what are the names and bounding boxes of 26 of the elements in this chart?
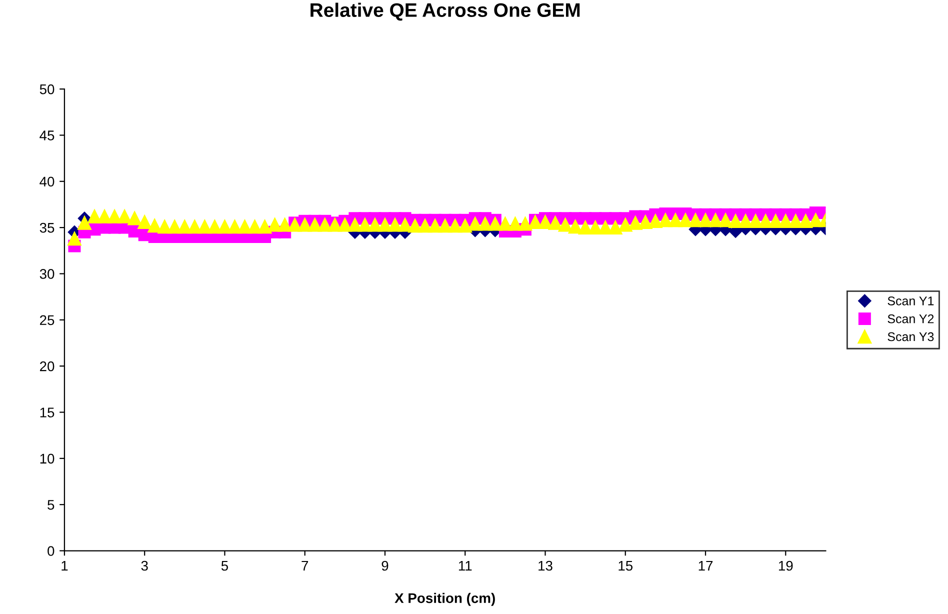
x-tick-label: 9: [382, 560, 388, 571]
legend-label: Scan Y1: [888, 296, 934, 306]
x-tick-label: 19: [778, 560, 793, 571]
x-tick-label: 17: [698, 560, 713, 571]
x-tick-label: 15: [618, 560, 633, 571]
legend-label: Scan Y2: [888, 314, 934, 324]
y-tick-label: 35: [40, 222, 54, 233]
chart-title: Relative QE Across One GEM: [310, 2, 580, 21]
y-tick-label: 30: [40, 269, 54, 279]
y-tick-label: 20: [40, 361, 54, 372]
y-tick-label: 10: [40, 454, 54, 464]
x-tick-label: 11: [458, 560, 472, 571]
y-tick-label: 50: [40, 84, 54, 94]
x-tick-label: 7: [302, 560, 308, 571]
x-tick-label: 1: [62, 560, 68, 571]
y-tick-label: 45: [40, 130, 54, 140]
x-axis-title: X Position (cm): [394, 592, 495, 606]
x-tick-label: 13: [538, 560, 552, 571]
y-tick-label: 5: [48, 500, 54, 510]
y-tick-label: 25: [40, 315, 54, 326]
y-tick-label: 15: [40, 408, 54, 418]
y-tick-label: 0: [48, 546, 54, 556]
x-tick-label: 3: [141, 560, 148, 571]
x-tick-label: 5: [221, 560, 228, 571]
y-tick-label: 40: [40, 176, 54, 187]
legend-label: Scan Y3: [888, 332, 934, 342]
